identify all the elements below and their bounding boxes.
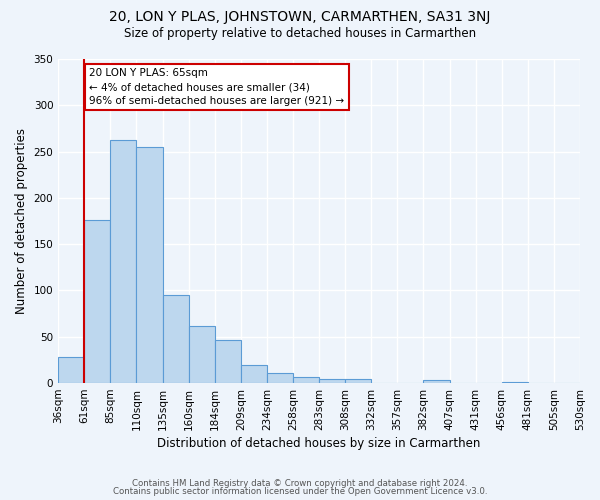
Bar [188,326,215,383]
Bar [424,380,449,383]
Bar [267,373,293,383]
Bar [319,380,345,383]
Bar [502,382,528,383]
Text: 20 LON Y PLAS: 65sqm
← 4% of detached houses are smaller (34)
96% of semi-detach: 20 LON Y PLAS: 65sqm ← 4% of detached ho… [89,68,344,106]
X-axis label: Distribution of detached houses by size in Carmarthen: Distribution of detached houses by size … [157,437,481,450]
Bar [215,340,241,383]
Bar [241,364,267,383]
Bar [84,220,110,383]
Bar [136,147,163,383]
Y-axis label: Number of detached properties: Number of detached properties [15,128,28,314]
Bar [293,376,319,383]
Text: 20, LON Y PLAS, JOHNSTOWN, CARMARTHEN, SA31 3NJ: 20, LON Y PLAS, JOHNSTOWN, CARMARTHEN, S… [109,10,491,24]
Text: Contains HM Land Registry data © Crown copyright and database right 2024.: Contains HM Land Registry data © Crown c… [132,478,468,488]
Bar [110,140,136,383]
Bar [58,357,84,383]
Bar [345,380,371,383]
Bar [163,295,188,383]
Text: Size of property relative to detached houses in Carmarthen: Size of property relative to detached ho… [124,28,476,40]
Text: Contains public sector information licensed under the Open Government Licence v3: Contains public sector information licen… [113,487,487,496]
